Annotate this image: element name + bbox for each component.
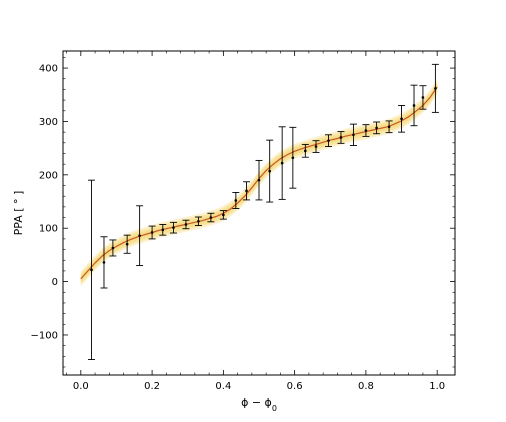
data-point [419,85,427,110]
data-point [289,126,297,189]
data-point [431,63,439,113]
data-marker [111,246,115,250]
data-marker [245,189,248,193]
data-marker [125,242,129,246]
data-point [207,212,215,223]
data-marker [257,178,261,182]
x-tick-label: 0.0 [73,381,89,392]
data-marker [375,126,378,130]
data-marker [339,136,343,139]
data-point [312,140,320,153]
data-point [159,224,167,236]
data-points-layer [88,63,439,360]
data-marker [222,213,225,217]
data-point [373,121,381,135]
y-tick-label: 0 [52,277,58,288]
data-marker [304,149,307,153]
data-marker [434,87,437,90]
x-tick-label: 0.6 [287,381,303,392]
data-marker [234,199,238,202]
data-point [278,126,286,200]
data-point [232,191,240,209]
data-point [255,159,263,201]
x-tick-label: 0.8 [358,381,374,392]
x-axis-ticks: 0.0 0.2 0.4 0.6 0.8 1.0 [66,51,445,392]
y-axis-ticks: −100 0 100 200 300 400 [31,57,455,368]
data-marker [138,234,141,237]
data-marker [90,268,93,272]
data-marker [184,223,188,226]
data-marker [364,129,368,132]
data-point [219,210,227,220]
data-point [324,134,332,147]
data-point [136,205,144,267]
data-point [337,131,345,144]
data-point [266,139,274,203]
data-point [182,219,190,230]
data-point [362,124,370,137]
y-axis-label: PPA [ ° ] [12,191,25,236]
y-tick-label: 300 [39,117,58,128]
x-tick-label: 1.0 [429,381,445,392]
data-marker [102,261,106,264]
data-marker [197,219,200,223]
data-marker [291,156,295,160]
data-marker [327,139,330,142]
data-point [109,239,117,257]
data-point [123,234,131,254]
x-tick-label: 0.4 [215,381,231,392]
data-point [88,179,96,360]
data-point [243,181,251,201]
confidence-band-2 [80,83,438,282]
x-axis-label: ϕ − ϕ0 [241,396,277,413]
data-marker [268,169,271,173]
x-tick-label: 0.2 [144,381,160,392]
data-point [148,225,156,240]
y-tick-label: 100 [39,224,58,235]
y-tick-label: 400 [39,64,58,75]
axes-frame [62,50,456,376]
data-point [169,221,177,234]
data-point [398,104,406,133]
data-point [349,123,357,146]
data-marker [209,216,213,219]
data-marker [161,228,165,232]
data-marker [172,226,175,229]
y-tick-label: 200 [39,170,58,181]
data-marker [400,117,403,121]
data-point [194,216,202,226]
y-tick-label: −100 [31,330,58,341]
data-marker [314,145,318,148]
data-marker [280,161,284,165]
data-marker [387,125,391,129]
x-axis-label-subscript: 0 [272,404,277,413]
data-marker [412,104,416,107]
data-marker [352,133,355,137]
data-point [301,143,309,158]
data-marker [150,231,154,234]
data-point [100,236,108,289]
x-axis-label-text: ϕ − ϕ [241,396,272,409]
data-point [410,84,418,127]
data-point [385,120,393,134]
data-marker [421,96,425,99]
